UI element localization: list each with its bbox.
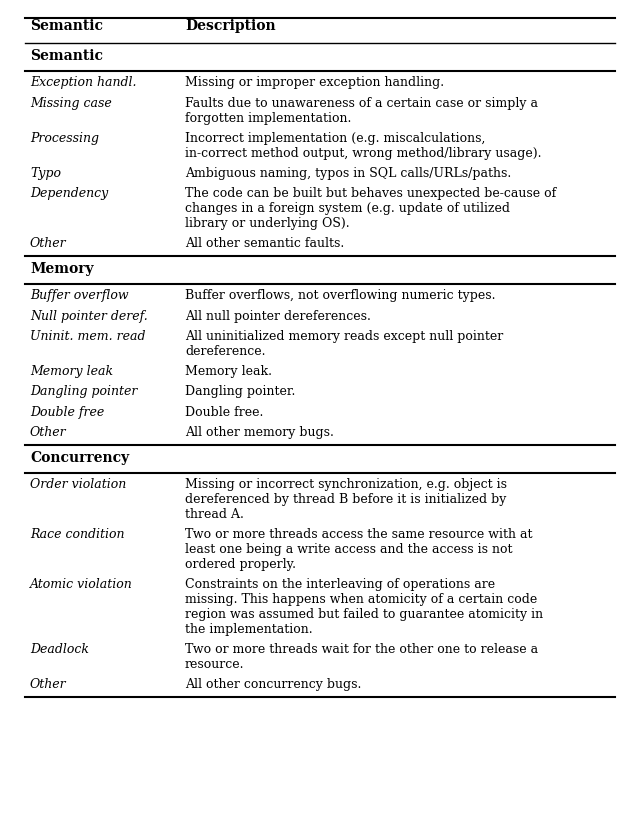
Text: Missing or incorrect synchronization, e.g. object is
dereferenced by thread B be: Missing or incorrect synchronization, e.… [185,478,507,521]
Text: All uninitialized memory reads except null pointer
dereference.: All uninitialized memory reads except nu… [185,330,503,358]
Text: Memory leak: Memory leak [30,365,113,378]
Text: All other semantic faults.: All other semantic faults. [185,237,344,250]
Text: Typo: Typo [30,167,61,180]
Text: Missing case: Missing case [30,97,112,109]
Text: The code can be built but behaves unexpected be-cause of
changes in a foreign sy: The code can be built but behaves unexpe… [185,187,556,230]
Text: Deadlock: Deadlock [30,643,89,656]
Text: Ambiguous naming, typos in SQL calls/URLs/paths.: Ambiguous naming, typos in SQL calls/URL… [185,167,511,180]
Text: Constraints on the interleaving of operations are
missing. This happens when ato: Constraints on the interleaving of opera… [185,578,543,636]
Text: Semantic: Semantic [30,49,103,63]
Text: Concurrency: Concurrency [30,451,129,465]
Text: Dependency: Dependency [30,187,108,200]
Text: Two or more threads access the same resource with at
least one being a write acc: Two or more threads access the same reso… [185,528,532,571]
Text: Semantic: Semantic [30,18,103,33]
Text: Memory leak.: Memory leak. [185,365,272,378]
Text: Dangling pointer.: Dangling pointer. [185,386,296,398]
Text: All other concurrency bugs.: All other concurrency bugs. [185,678,362,690]
Text: Faults due to unawareness of a certain case or simply a
forgotten implementation: Faults due to unawareness of a certain c… [185,97,538,124]
Text: Null pointer deref.: Null pointer deref. [30,310,148,323]
Text: Description: Description [185,18,276,33]
Text: Uninit. mem. read: Uninit. mem. read [30,330,145,343]
Text: Buffer overflows, not overflowing numeric types.: Buffer overflows, not overflowing numeri… [185,289,495,302]
Text: Double free: Double free [30,406,104,418]
Text: Other: Other [30,678,67,690]
Text: Double free.: Double free. [185,406,264,418]
Text: Memory: Memory [30,262,93,276]
Text: Missing or improper exception handling.: Missing or improper exception handling. [185,76,444,89]
Text: Processing: Processing [30,132,99,144]
Text: All other memory bugs.: All other memory bugs. [185,426,334,438]
Text: Other: Other [30,426,67,438]
Text: Two or more threads wait for the other one to release a
resource.: Two or more threads wait for the other o… [185,643,538,670]
Text: Buffer overflow: Buffer overflow [30,289,129,302]
Text: Exception handl.: Exception handl. [30,76,136,89]
Text: Incorrect implementation (e.g. miscalculations,
in-correct method output, wrong : Incorrect implementation (e.g. miscalcul… [185,132,541,160]
Text: All null pointer dereferences.: All null pointer dereferences. [185,310,371,323]
Text: Atomic violation: Atomic violation [30,578,132,591]
Text: Order violation: Order violation [30,478,126,491]
Text: Other: Other [30,237,67,250]
Text: Dangling pointer: Dangling pointer [30,386,138,398]
Text: Race condition: Race condition [30,528,125,541]
